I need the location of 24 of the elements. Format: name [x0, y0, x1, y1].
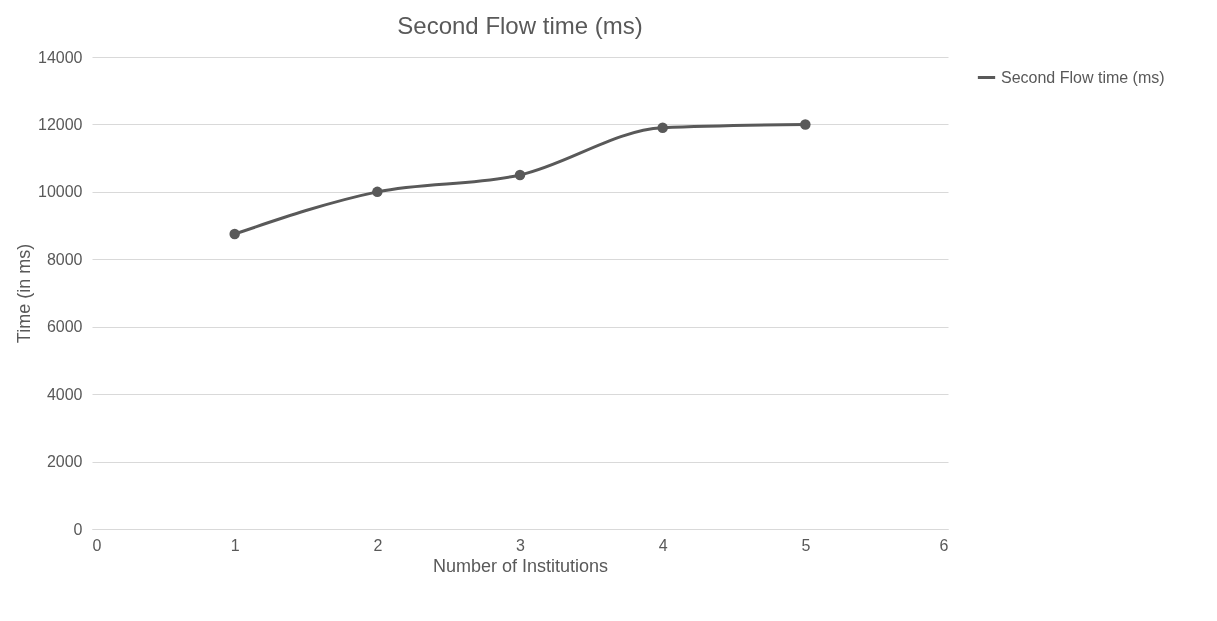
legend-label: Second Flow time (ms) — [1001, 68, 1165, 86]
y-tick-label: 14000 — [38, 48, 83, 66]
x-tick-label: 4 — [658, 536, 668, 554]
y-tick-label: 8000 — [46, 250, 83, 268]
x-tick-label: 6 — [939, 536, 949, 554]
y-tick-label: 0 — [73, 520, 83, 538]
y-axis-title: Time (in ms) — [14, 243, 35, 344]
point — [229, 228, 240, 240]
point — [514, 169, 526, 181]
chart-title: Second Flow time (ms) — [397, 12, 643, 39]
x-tick-label: 0 — [92, 536, 102, 554]
point — [657, 122, 668, 134]
x-tick-label: 5 — [801, 536, 811, 554]
x-axis-title: Number of Institutions — [432, 555, 609, 576]
x-tick-label: 1 — [230, 536, 240, 554]
y-tick-label: 10000 — [38, 183, 83, 201]
y-tick-label: 6000 — [46, 318, 83, 336]
point — [800, 119, 811, 130]
y-tick-label: 4000 — [46, 385, 83, 403]
y-tick-label: 12000 — [38, 115, 83, 133]
x-tick-label: 2 — [373, 536, 383, 554]
point — [372, 186, 383, 198]
y-tick-label: 2000 — [46, 453, 83, 471]
x-tick-label: 3 — [516, 536, 526, 554]
